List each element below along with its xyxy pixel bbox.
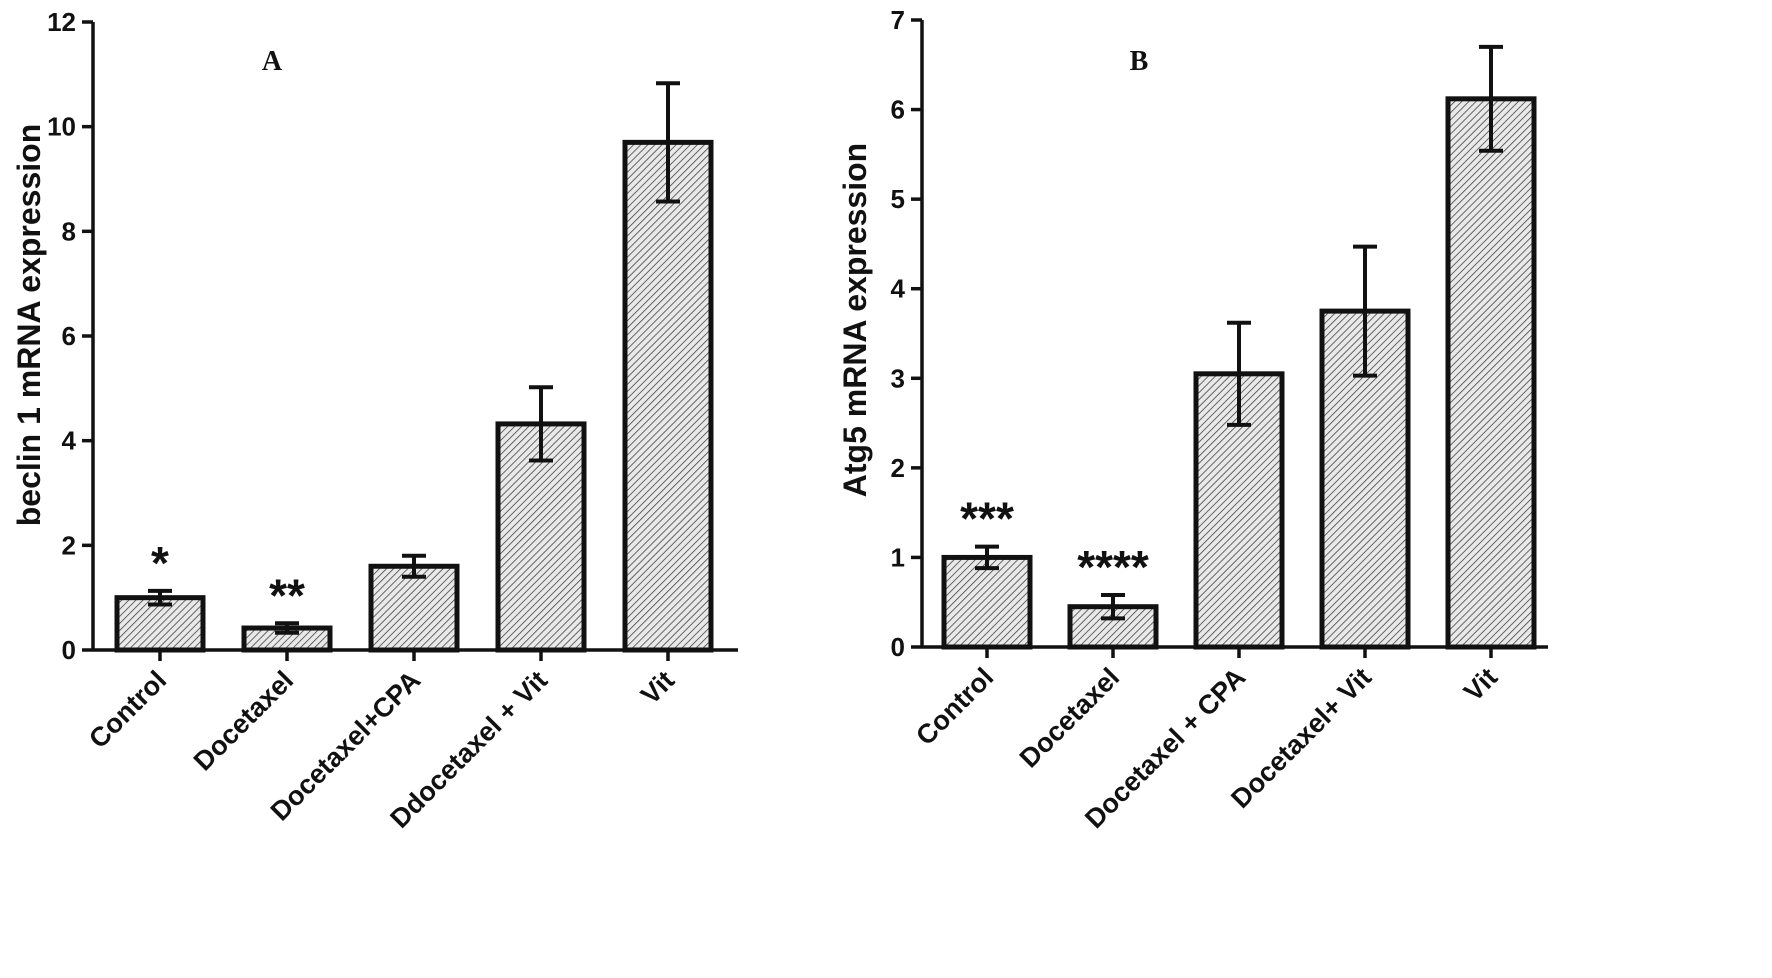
y-tick-label: 2 [891,453,905,483]
y-tick-label: 10 [47,112,76,142]
y-tick-label: 0 [62,635,76,665]
significance-marker: * [151,537,169,589]
y-tick-label: 8 [62,216,76,246]
y-tick-label: 4 [62,426,77,456]
y-tick-label: 2 [62,530,76,560]
bar [941,554,1033,650]
y-tick-label: 1 [891,542,905,572]
y-tick-label: 0 [891,632,905,662]
y-tick-label: 4 [891,274,906,304]
y-tick-label: 7 [891,5,905,35]
panel-title: B [1130,46,1149,77]
y-axis-label: Atg5 mRNA expression [837,143,873,497]
bar [368,563,460,653]
significance-marker: ** [269,569,305,621]
panel-b: 0 1 2 3 4 5 6 7 Atg5 mRNA expression B *** Control *… [837,5,1548,834]
panel-a: 0 2 4 6 8 10 12 beclin 1 mRNA expression A * Contr… [11,7,738,834]
significance-marker: **** [1077,541,1149,593]
category-label: Vit [635,665,680,710]
y-axis-label: beclin 1 mRNA expression [11,124,47,527]
panel-title: A [262,46,283,77]
category-label: Vit [1458,662,1503,707]
category-label: Docetaxel [1014,662,1125,773]
y-tick-label: 3 [891,363,905,393]
y-tick-label: 6 [891,95,905,125]
category-label: Docetaxel [188,665,299,776]
significance-marker: *** [960,493,1014,545]
y-tick-label: 12 [47,7,76,37]
category-label: Control [83,665,172,754]
y-tick-label: 6 [62,321,76,351]
bar [622,139,714,653]
bar [1445,96,1537,650]
category-label: Control [910,662,999,751]
y-tick-label: 5 [891,184,905,214]
